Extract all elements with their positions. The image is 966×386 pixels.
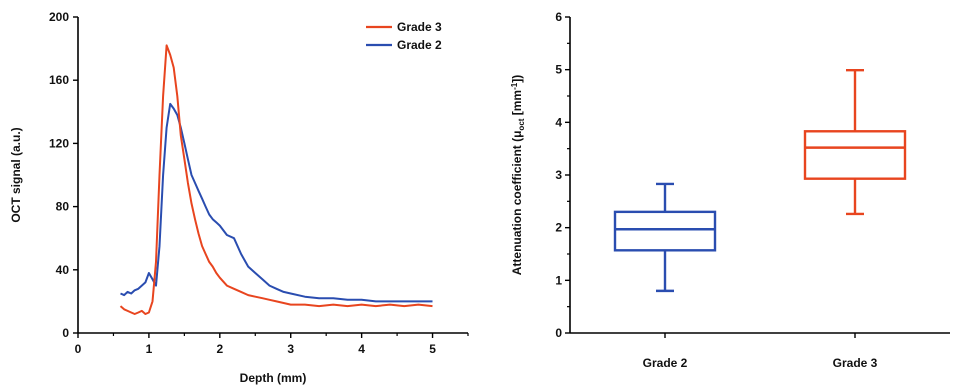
- y-tick-label: 1: [555, 273, 562, 287]
- y-ticks: 0 1 2 3 4 5 6: [555, 10, 570, 340]
- y-tick-label: 6: [555, 10, 562, 24]
- x-tick-label: 5: [429, 342, 436, 356]
- series-lines: [119, 44, 433, 315]
- x-tick-label: 2: [216, 342, 223, 356]
- legend: Grade 3 Grade 2: [366, 20, 442, 52]
- y-tick-label: 160: [49, 73, 69, 87]
- y-axis-title: Attenuation coefficient (μoct [mm-1]): [510, 75, 526, 275]
- y-tick-label: 2: [555, 221, 562, 235]
- y-tick-label: 200: [49, 10, 69, 24]
- x-tick-label: 4: [358, 342, 365, 356]
- x-tick-label: 1: [146, 342, 153, 356]
- y-tick-label: 0: [62, 326, 69, 340]
- x-ticks: 0 1 2 3 4 5: [75, 333, 469, 356]
- y-ticks: 0 40 80 120 160 200: [49, 10, 78, 340]
- box-grade-3: [803, 68, 907, 216]
- boxes: [613, 68, 907, 293]
- x-tick-label: 0: [75, 342, 82, 356]
- iqr-box: [613, 210, 717, 252]
- iqr-box: [803, 130, 907, 180]
- y-tick-label: 4: [555, 115, 562, 129]
- x-tick-label: Grade 2: [643, 356, 688, 370]
- y-tick-label: 0: [555, 326, 562, 340]
- box-chart: 0 1 2 3 4 5 6 Grade 2 Grade 3 Attenuation coeff…: [510, 10, 950, 370]
- series-line-grade-2: [120, 102, 433, 303]
- y-tick-label: 3: [555, 168, 562, 182]
- y-tick-label: 80: [56, 200, 70, 214]
- y-tick-label: 40: [56, 263, 70, 277]
- box-grade-2: [613, 182, 717, 293]
- x-tick-label: 3: [287, 342, 294, 356]
- x-ticks: Grade 2 Grade 3: [643, 333, 878, 370]
- legend-label: Grade 3: [397, 20, 442, 34]
- x-tick-label: Grade 3: [833, 356, 878, 370]
- y-axis-title: OCT signal (a.u.): [9, 127, 23, 222]
- legend-label: Grade 2: [397, 38, 442, 52]
- line-chart: 0 40 80 120 160 200 0 1 2 3 4 5 Grade 3 Grade 2 Dep…: [9, 10, 469, 385]
- series-line-grade-3: [119, 44, 433, 315]
- y-tick-label: 5: [555, 63, 562, 77]
- x-axis-title: Depth (mm): [240, 371, 307, 385]
- y-tick-label: 120: [49, 136, 69, 150]
